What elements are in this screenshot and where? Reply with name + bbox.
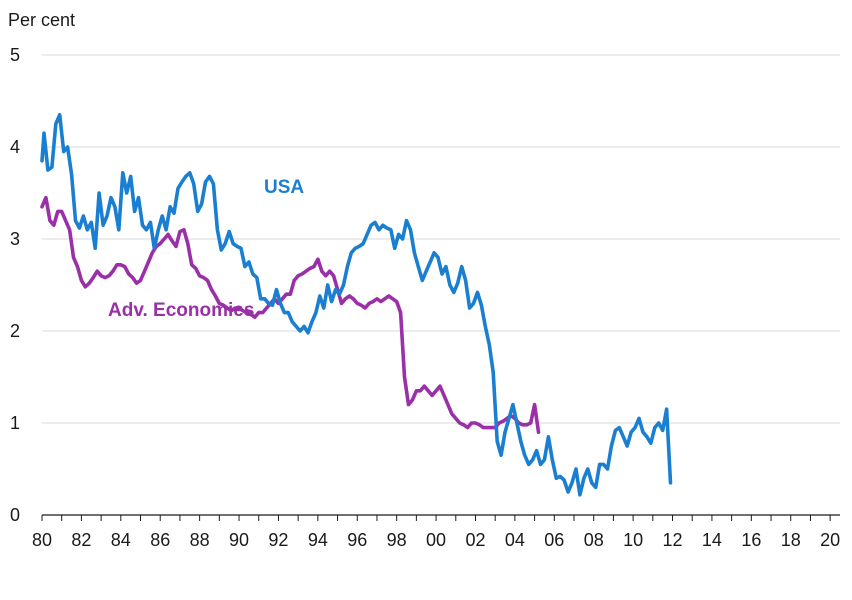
y-tick-label: 2 bbox=[10, 321, 20, 341]
x-tick-label: 20 bbox=[820, 530, 840, 550]
x-tick-label: 12 bbox=[663, 530, 683, 550]
x-tick-label: 04 bbox=[505, 530, 525, 550]
x-tick-label: 08 bbox=[584, 530, 604, 550]
x-tick-label: 92 bbox=[268, 530, 288, 550]
x-tick-label: 94 bbox=[308, 530, 328, 550]
y-tick-label: 0 bbox=[10, 505, 20, 525]
x-tick-label: 14 bbox=[702, 530, 722, 550]
series-line-adv-economies bbox=[40, 195, 541, 434]
y-axis-ticks: 0 1 2 3 4 5 bbox=[10, 45, 20, 525]
y-axis-label: Per cent bbox=[8, 10, 75, 30]
x-tick-label: 06 bbox=[544, 530, 564, 550]
x-tick-label: 86 bbox=[150, 530, 170, 550]
x-tick-label: 88 bbox=[190, 530, 210, 550]
x-tick-label: 84 bbox=[111, 530, 131, 550]
x-tick-label: 82 bbox=[71, 530, 91, 550]
series-lines bbox=[40, 113, 673, 497]
x-tick-label: 18 bbox=[781, 530, 801, 550]
y-tick-label: 5 bbox=[10, 45, 20, 65]
x-tick-label: 96 bbox=[347, 530, 367, 550]
x-tick-label: 98 bbox=[387, 530, 407, 550]
x-tick-label: 80 bbox=[32, 530, 52, 550]
x-tick-label: 10 bbox=[623, 530, 643, 550]
y-tick-label: 1 bbox=[10, 413, 20, 433]
x-tick-label: 00 bbox=[426, 530, 446, 550]
series-label-adv-economies: Adv. Economies bbox=[108, 300, 254, 321]
gridlines bbox=[42, 54, 840, 424]
x-axis: 80 82 84 86 88 90 92 94 96 98 00 02 04 06 08 10 12 14 16 18… bbox=[32, 514, 840, 550]
x-tick-label: 02 bbox=[465, 530, 485, 550]
series-label-usa: USA bbox=[264, 177, 304, 198]
y-tick-label: 3 bbox=[10, 229, 20, 249]
series-line-usa bbox=[40, 113, 673, 497]
y-tick-label: 4 bbox=[10, 137, 20, 157]
x-tick-label: 90 bbox=[229, 530, 249, 550]
x-tick-label: 16 bbox=[741, 530, 761, 550]
